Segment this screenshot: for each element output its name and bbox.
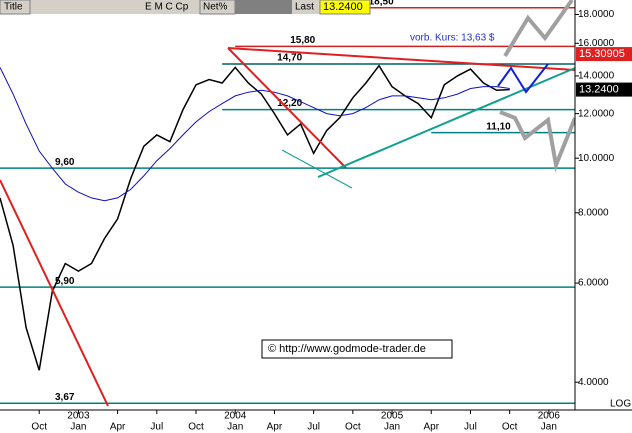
trend-line bbox=[0, 179, 109, 407]
y-tick-label: 10.0000 bbox=[578, 153, 615, 164]
level-label: 11,10 bbox=[486, 121, 511, 132]
top-bar: Title E M C Cp Net% Last 13.2400 bbox=[0, 0, 371, 15]
series-line bbox=[0, 64, 510, 371]
y-tick-label: 4.0000 bbox=[578, 377, 609, 388]
y-tick-label: 12.0000 bbox=[578, 108, 615, 119]
level-label: 5,90 bbox=[55, 276, 75, 287]
price-flag bbox=[576, 47, 632, 62]
trend-line bbox=[317, 67, 576, 178]
year-label: 2005 bbox=[381, 411, 404, 422]
x-tick-label: Jan bbox=[70, 422, 86, 433]
plot: 18,50 15,80 14,70 12,20 11,10 9,60 5,90 3,67 bbox=[0, 0, 575, 404]
y-tick-label: 16.0000 bbox=[578, 38, 615, 49]
price-flag bbox=[576, 82, 632, 97]
y-tick-label: 8.0000 bbox=[578, 207, 609, 218]
right-axis-panel bbox=[575, 0, 632, 410]
x-tick-label: Jan bbox=[541, 422, 557, 433]
symbol: E M C Cp bbox=[145, 2, 189, 13]
y-tick-label: 6.0000 bbox=[578, 278, 609, 289]
level-label: 14,70 bbox=[277, 53, 302, 64]
projection bbox=[503, 0, 574, 58]
y-tick-label: 18.0000 bbox=[578, 9, 615, 20]
year-label: 2006 bbox=[538, 411, 561, 422]
x-tick-label: Oct bbox=[188, 422, 204, 433]
x-tick-label: Apr bbox=[267, 422, 283, 433]
source-box bbox=[261, 339, 453, 359]
series-line bbox=[0, 67, 510, 202]
year-label: 2004 bbox=[224, 411, 247, 422]
x-tick-label: Jul bbox=[464, 422, 477, 433]
level-label: 9,60 bbox=[55, 157, 75, 168]
y-tick-label: 14.0000 bbox=[578, 71, 615, 82]
x-tick-label: Jul bbox=[307, 422, 320, 433]
net-value-box bbox=[235, 0, 292, 14]
source: © http://www.godmode-trader.de bbox=[268, 343, 426, 355]
x-tick-label: Apr bbox=[423, 422, 439, 433]
x-tick-label: Jul bbox=[150, 422, 163, 433]
title: Title bbox=[4, 2, 23, 13]
level-label: 15,80 bbox=[290, 35, 315, 46]
axes: 4.00006.00008.000010.000012.000014.00001… bbox=[31, 9, 632, 433]
net: Net% bbox=[203, 2, 228, 13]
projection bbox=[497, 63, 549, 94]
trend-line bbox=[281, 149, 353, 189]
trend-lines bbox=[0, 0, 577, 407]
x-tick-label: Jan bbox=[227, 422, 243, 433]
x-tick-label: Oct bbox=[502, 422, 518, 433]
level-label: 3,67 bbox=[55, 392, 75, 403]
last-value-box bbox=[319, 0, 371, 15]
prev-close: vorb. Kurs: 13,63 $ bbox=[410, 33, 495, 44]
projection bbox=[499, 110, 577, 173]
x-tick-label: Apr bbox=[110, 422, 126, 433]
last-value: 13.2400 bbox=[323, 1, 363, 13]
x-tick-label: Oct bbox=[345, 422, 361, 433]
last-label: Last bbox=[295, 2, 314, 13]
scale-label: LOG bbox=[610, 399, 631, 410]
year-label: 2003 bbox=[67, 411, 90, 422]
level-label: 12,20 bbox=[277, 98, 302, 109]
x-tick-label: Jan bbox=[384, 422, 400, 433]
trend-line bbox=[227, 47, 576, 71]
title-box bbox=[0, 0, 31, 15]
level-label: 18,50 bbox=[369, 0, 394, 7]
x-tick-label: Oct bbox=[31, 422, 47, 433]
price-flag-label: 13.2400 bbox=[579, 83, 619, 95]
price-flag-label: 15.30905 bbox=[579, 48, 625, 60]
trend-line bbox=[227, 47, 347, 169]
